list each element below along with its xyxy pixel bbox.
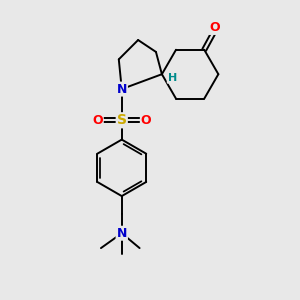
Text: O: O bbox=[141, 114, 152, 127]
Text: O: O bbox=[209, 21, 220, 34]
Text: N: N bbox=[117, 227, 127, 240]
Text: N: N bbox=[117, 82, 127, 96]
Text: O: O bbox=[92, 114, 103, 127]
Text: S: S bbox=[117, 113, 127, 127]
Text: H: H bbox=[168, 73, 177, 83]
